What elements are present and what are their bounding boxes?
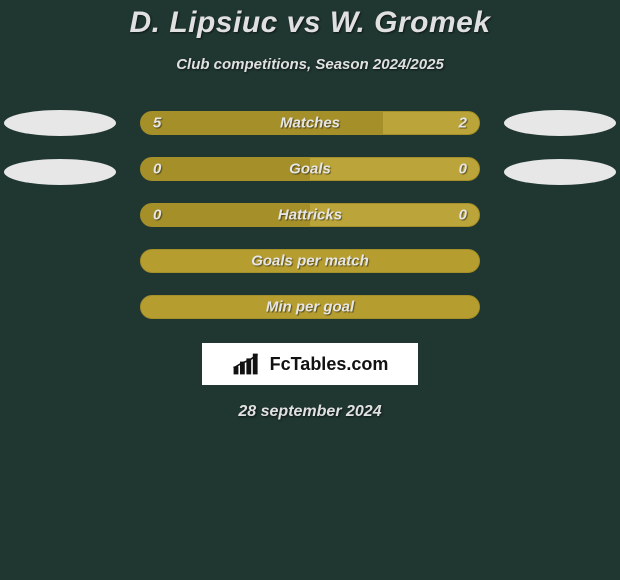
stat-value-right: 0 xyxy=(459,207,467,224)
avatar-ellipse-right xyxy=(504,159,616,185)
bar-fill-left xyxy=(141,112,383,134)
stat-row: Goals per match xyxy=(0,249,620,273)
avatar-ellipse-right xyxy=(504,110,616,136)
stat-rows: 52Matches00Goals00HattricksGoals per mat… xyxy=(0,111,620,319)
stat-value-right: 2 xyxy=(459,115,467,132)
stat-bar: Goals per match xyxy=(140,249,480,273)
stat-row: 00Hattricks xyxy=(0,203,620,227)
bar-fill-right xyxy=(310,296,479,318)
stat-row: Min per goal xyxy=(0,295,620,319)
avatar-ellipse-left xyxy=(4,159,116,185)
bar-fill-left xyxy=(141,250,310,272)
stat-row: 00Goals xyxy=(0,157,620,181)
stat-bar: 00Hattricks xyxy=(140,203,480,227)
subtitle: Club competitions, Season 2024/2025 xyxy=(0,56,620,73)
bar-fill-right xyxy=(310,204,479,226)
watermark: FcTables.com xyxy=(202,343,418,385)
stat-value-right: 0 xyxy=(459,161,467,178)
stat-value-left: 0 xyxy=(153,207,161,224)
stat-bar: 52Matches xyxy=(140,111,480,135)
bar-fill-right xyxy=(310,158,479,180)
stat-bar: Min per goal xyxy=(140,295,480,319)
page-title: D. Lipsiuc vs W. Gromek xyxy=(0,6,620,40)
chart-icon xyxy=(232,352,264,376)
avatar-ellipse-left xyxy=(4,110,116,136)
bar-fill-left xyxy=(141,296,310,318)
stat-value-left: 0 xyxy=(153,161,161,178)
bar-fill-left xyxy=(141,158,310,180)
watermark-text: FcTables.com xyxy=(270,354,389,375)
stat-row: 52Matches xyxy=(0,111,620,135)
stat-bar: 00Goals xyxy=(140,157,480,181)
bar-fill-left xyxy=(141,204,310,226)
stat-value-left: 5 xyxy=(153,115,161,132)
date-stamp: 28 september 2024 xyxy=(0,403,620,421)
comparison-card: D. Lipsiuc vs W. Gromek Club competition… xyxy=(0,0,620,421)
bar-fill-right xyxy=(310,250,479,272)
